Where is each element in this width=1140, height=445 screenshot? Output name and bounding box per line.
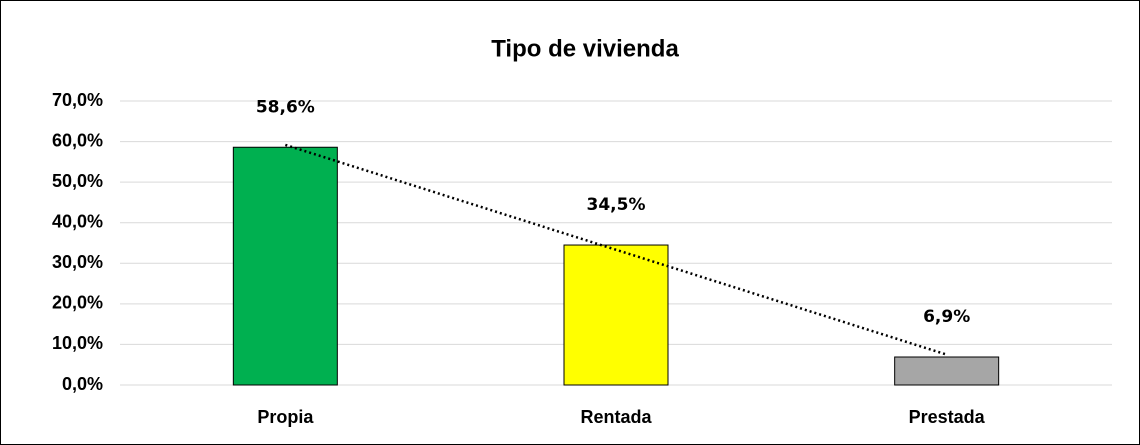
y-tick-label: 30,0% [52, 252, 103, 272]
y-tick-label: 50,0% [52, 171, 103, 191]
bar [894, 356, 1000, 386]
data-label: 6,9% [923, 307, 970, 327]
x-tick-label: Rentada [580, 407, 652, 427]
y-tick-label: 70,0% [52, 90, 103, 110]
y-tick-label: 10,0% [52, 333, 103, 353]
data-label: 34,5% [587, 195, 646, 215]
y-tick-label: 20,0% [52, 293, 103, 313]
x-tick-label: Propia [257, 407, 314, 427]
y-tick-label: 0,0% [62, 374, 103, 394]
chart-title: Tipo de vivienda [491, 35, 679, 62]
trendline [284, 143, 948, 356]
x-tick-label: Prestada [909, 407, 986, 427]
data-label: 58,6% [256, 97, 315, 117]
y-tick-label: 60,0% [52, 130, 103, 150]
bar [232, 146, 338, 386]
bar [563, 244, 669, 386]
y-tick-label: 40,0% [52, 211, 103, 231]
